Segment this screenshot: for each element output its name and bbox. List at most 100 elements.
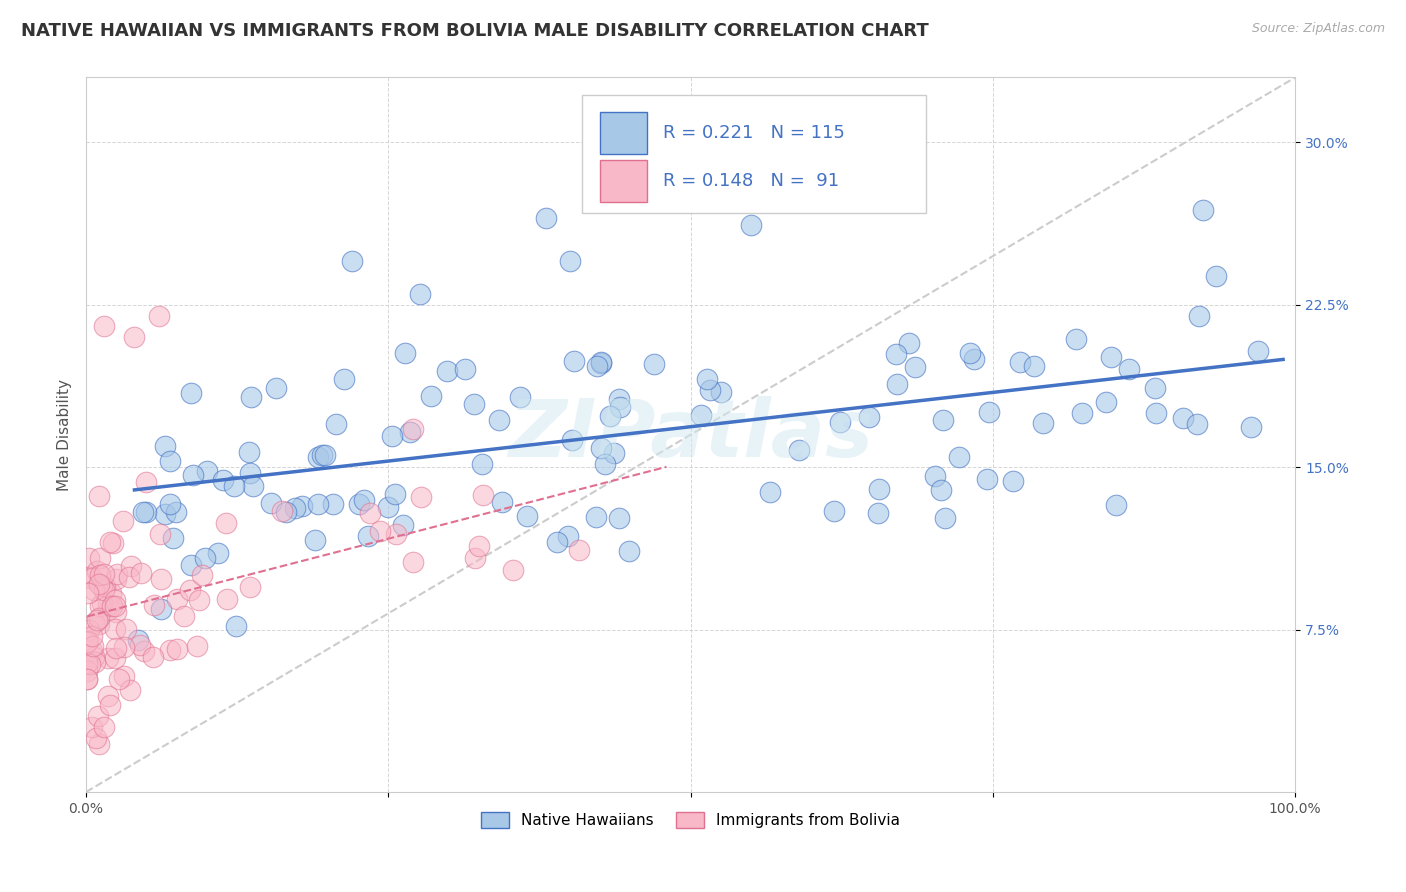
Point bbox=[186, 640, 208, 654]
Point bbox=[558, 254, 581, 268]
Point bbox=[104, 622, 127, 636]
Point bbox=[690, 408, 713, 422]
Point bbox=[1187, 417, 1209, 431]
Point bbox=[120, 682, 142, 697]
Point bbox=[643, 358, 665, 372]
Point bbox=[239, 390, 262, 404]
Point bbox=[93, 583, 115, 598]
Point bbox=[76, 635, 98, 649]
Point bbox=[602, 446, 624, 460]
Point bbox=[977, 405, 1000, 419]
Point bbox=[402, 422, 425, 436]
Point bbox=[931, 483, 953, 497]
Point bbox=[142, 649, 165, 664]
Point bbox=[1094, 395, 1116, 409]
Point bbox=[76, 664, 98, 678]
Point bbox=[225, 619, 247, 633]
Point bbox=[83, 615, 105, 630]
Point bbox=[207, 546, 229, 560]
Point bbox=[409, 286, 432, 301]
Point bbox=[502, 563, 524, 577]
Point bbox=[89, 567, 111, 582]
Point bbox=[924, 468, 946, 483]
Point bbox=[1191, 203, 1213, 218]
Point bbox=[868, 482, 890, 496]
Point bbox=[238, 445, 260, 459]
Point bbox=[679, 168, 702, 182]
Text: Source: ZipAtlas.com: Source: ZipAtlas.com bbox=[1251, 22, 1385, 36]
Point bbox=[609, 400, 631, 414]
Point bbox=[357, 529, 380, 543]
Point bbox=[194, 550, 217, 565]
Point bbox=[828, 415, 851, 429]
Point bbox=[1032, 416, 1054, 430]
Point bbox=[135, 505, 157, 519]
Point bbox=[322, 498, 344, 512]
Point bbox=[340, 254, 363, 268]
Point bbox=[394, 346, 416, 360]
FancyBboxPatch shape bbox=[600, 160, 647, 202]
Point bbox=[100, 586, 122, 600]
Point bbox=[89, 599, 111, 613]
Point bbox=[135, 475, 157, 490]
Point bbox=[181, 468, 204, 483]
Point bbox=[332, 372, 354, 386]
Point bbox=[87, 737, 110, 751]
Point bbox=[89, 611, 111, 625]
Point bbox=[86, 613, 108, 627]
Point bbox=[959, 345, 981, 359]
Point bbox=[884, 347, 907, 361]
Point bbox=[94, 581, 117, 595]
Point bbox=[359, 507, 381, 521]
Point bbox=[87, 709, 110, 723]
Point bbox=[101, 536, 124, 550]
Point bbox=[271, 504, 294, 518]
Point bbox=[129, 638, 152, 652]
Point bbox=[101, 599, 124, 613]
Point bbox=[76, 634, 98, 648]
Point bbox=[118, 570, 141, 584]
Point bbox=[76, 570, 98, 584]
Point bbox=[516, 508, 538, 523]
Point bbox=[471, 457, 494, 471]
Y-axis label: Male Disability: Male Disability bbox=[58, 379, 72, 491]
Point bbox=[392, 518, 415, 533]
Point bbox=[1144, 406, 1167, 420]
Point bbox=[76, 656, 98, 670]
Point bbox=[557, 529, 579, 543]
Point bbox=[307, 450, 329, 464]
Point bbox=[86, 564, 108, 578]
Point bbox=[904, 359, 927, 374]
Point bbox=[180, 558, 202, 572]
Point bbox=[1118, 362, 1140, 376]
Point bbox=[112, 669, 135, 683]
Point bbox=[188, 593, 211, 607]
Point bbox=[98, 535, 121, 549]
Point bbox=[104, 599, 127, 613]
Point bbox=[165, 505, 187, 519]
Point bbox=[353, 493, 375, 508]
Point bbox=[93, 566, 115, 581]
Point bbox=[104, 593, 127, 607]
Point bbox=[159, 497, 181, 511]
Point bbox=[76, 586, 98, 600]
Point bbox=[260, 496, 283, 510]
Point bbox=[464, 551, 486, 566]
Point bbox=[153, 439, 176, 453]
Point bbox=[242, 479, 264, 493]
Point bbox=[823, 504, 845, 518]
Point bbox=[97, 689, 120, 703]
Point bbox=[215, 516, 238, 530]
Text: R = 0.148   N =  91: R = 0.148 N = 91 bbox=[662, 172, 839, 190]
Point bbox=[284, 501, 307, 516]
Point bbox=[304, 533, 326, 548]
Point bbox=[789, 443, 811, 458]
Point bbox=[150, 572, 173, 586]
Point bbox=[1001, 474, 1024, 488]
Point bbox=[1066, 332, 1088, 346]
Point bbox=[211, 473, 233, 487]
Point bbox=[468, 539, 491, 553]
Point bbox=[886, 377, 908, 392]
Point bbox=[150, 602, 173, 616]
Point bbox=[1188, 309, 1211, 323]
